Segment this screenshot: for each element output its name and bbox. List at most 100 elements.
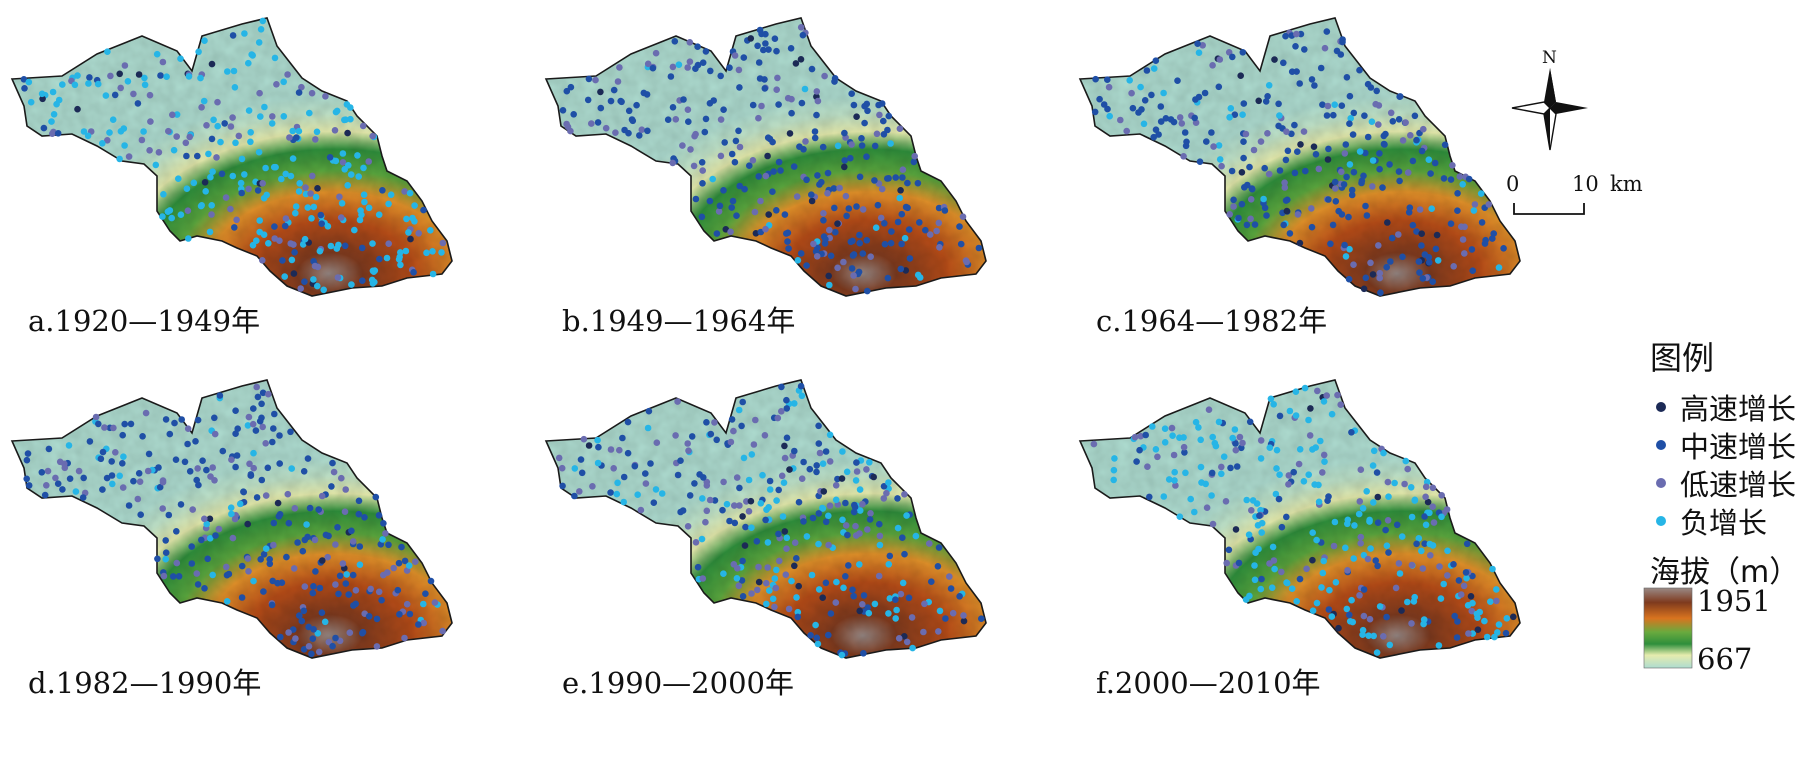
station-point (820, 217, 827, 224)
station-point (74, 72, 81, 79)
station-point (188, 543, 195, 550)
station-point (385, 200, 392, 208)
station-point (799, 31, 807, 39)
station-point (1110, 476, 1117, 484)
station-point (1180, 153, 1187, 160)
station-point (1443, 506, 1451, 513)
station-point (339, 159, 347, 166)
station-point (1215, 142, 1223, 149)
station-point (1391, 479, 1398, 487)
station-point (268, 120, 276, 127)
station-point (231, 515, 239, 523)
station-point (271, 54, 279, 62)
station-point (256, 89, 263, 97)
station-point (1374, 562, 1381, 570)
station-point (27, 98, 35, 106)
station-point (360, 164, 367, 172)
station-point (182, 139, 190, 147)
station-point (1323, 112, 1331, 119)
station-point (1481, 617, 1488, 625)
station-point (236, 500, 244, 508)
station-point (762, 30, 769, 38)
station-point (1290, 468, 1297, 476)
station-point (169, 573, 177, 580)
station-point (218, 170, 226, 178)
station-point (1468, 246, 1476, 253)
station-point (1454, 207, 1461, 214)
station-point (624, 449, 632, 457)
station-point (740, 454, 748, 462)
station-point (791, 400, 798, 407)
station-point (175, 573, 183, 580)
station-point (901, 491, 908, 498)
station-point (1293, 598, 1300, 605)
station-point (856, 173, 864, 181)
station-point (1398, 533, 1406, 540)
station-point (866, 516, 874, 523)
station-point (624, 418, 632, 426)
station-point (777, 167, 784, 174)
legend-title: 图例 (1650, 339, 1715, 377)
station-point (1222, 498, 1230, 505)
station-point (356, 561, 364, 568)
station-point (825, 541, 832, 549)
station-point (1370, 632, 1377, 640)
station-point (784, 238, 791, 245)
station-point (287, 428, 294, 436)
station-point (793, 594, 800, 601)
station-point (1418, 147, 1426, 155)
station-point (331, 127, 339, 134)
map-panel-a (11, 17, 453, 297)
station-point (1415, 258, 1423, 265)
station-point (863, 466, 870, 473)
station-point (1255, 545, 1262, 553)
station-point (208, 202, 215, 209)
station-point (1421, 513, 1428, 520)
station-point (259, 257, 266, 264)
station-point (698, 213, 706, 221)
station-point (658, 490, 666, 497)
station-point (314, 282, 321, 290)
station-point (385, 541, 392, 549)
station-point (1341, 150, 1349, 157)
station-point (260, 194, 268, 202)
station-point (644, 60, 652, 68)
station-point (914, 179, 922, 187)
station-point (873, 130, 881, 138)
station-point (241, 30, 248, 37)
station-point (741, 542, 749, 549)
station-point (415, 230, 423, 237)
station-point (742, 523, 749, 531)
station-point (80, 474, 87, 482)
station-point (375, 512, 383, 519)
station-point (935, 544, 943, 551)
station-point (382, 530, 389, 537)
station-point (97, 455, 105, 463)
station-point (1338, 211, 1346, 218)
station-point (316, 247, 324, 255)
station-point (905, 226, 913, 233)
station-point (791, 562, 798, 570)
station-point (1271, 56, 1278, 63)
station-point (1100, 101, 1108, 108)
station-point (308, 89, 316, 97)
station-point (847, 238, 855, 246)
station-point (1346, 92, 1354, 100)
station-point (765, 46, 772, 53)
station-point (960, 617, 968, 625)
station-point (831, 204, 838, 212)
station-point (45, 445, 53, 453)
station-point (235, 132, 243, 140)
station-point (680, 96, 687, 103)
station-point (852, 285, 859, 293)
station-point (618, 98, 625, 106)
station-point (314, 630, 322, 637)
station-point (1343, 74, 1351, 81)
station-point (178, 416, 185, 423)
station-point (798, 99, 806, 107)
station-point (904, 204, 911, 212)
station-point (346, 629, 354, 636)
station-point (1471, 201, 1479, 208)
station-point (778, 383, 785, 391)
station-point (1251, 562, 1258, 569)
